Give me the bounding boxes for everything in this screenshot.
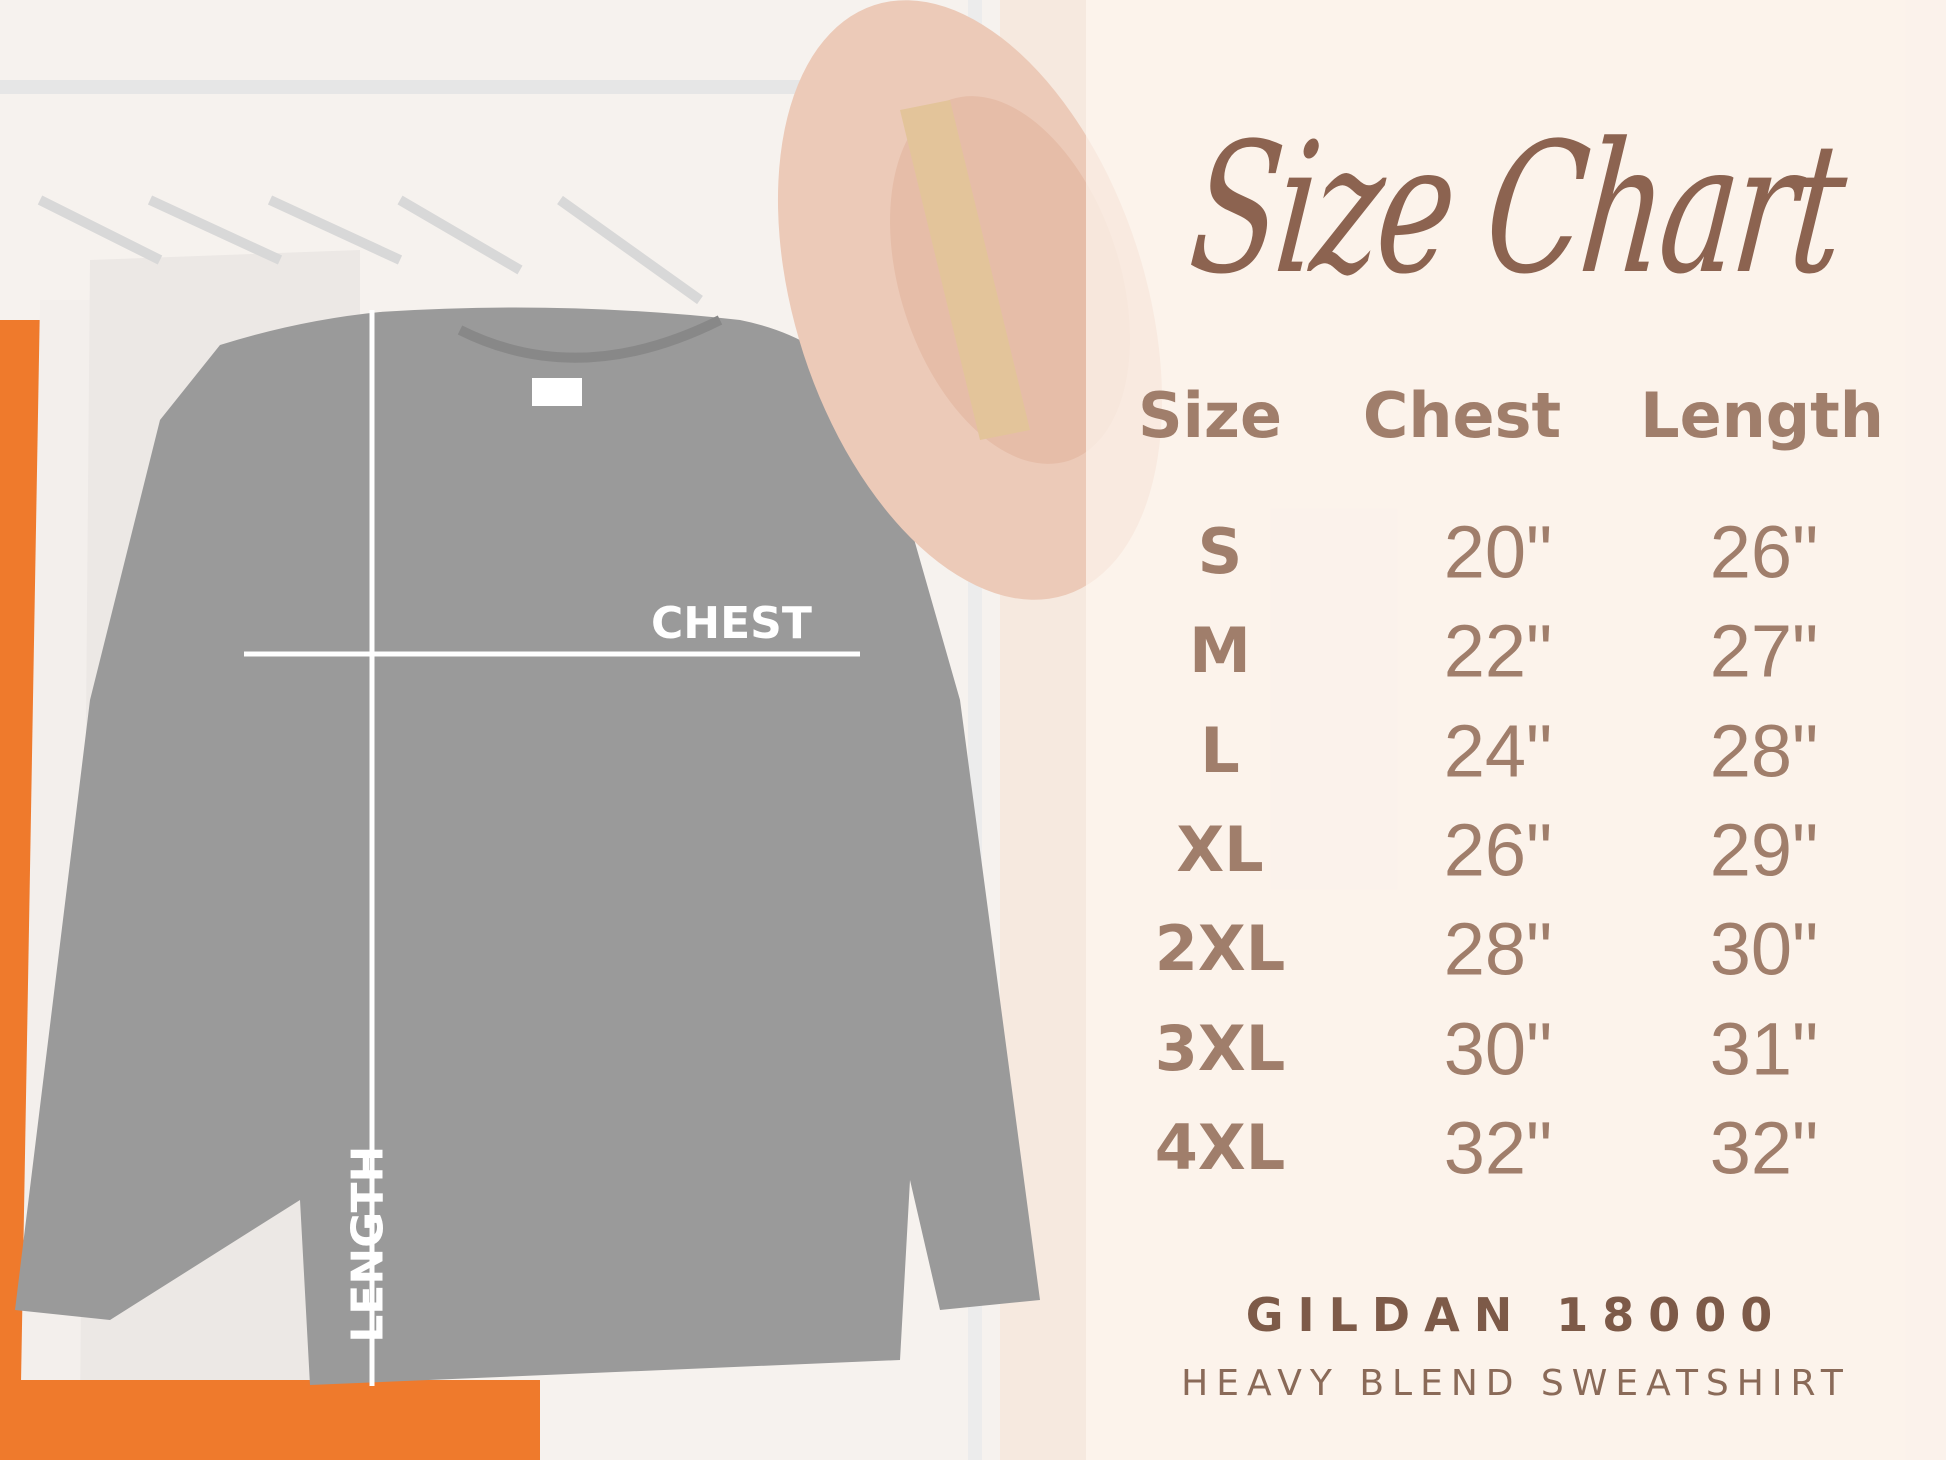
chest-cell: 22" <box>1443 609 1553 693</box>
chest-label: CHEST <box>651 598 812 649</box>
chest-cell: 28" <box>1443 907 1553 991</box>
clothing-rack <box>0 80 1000 94</box>
size-cell: 2XL <box>1154 912 1286 986</box>
length-cell: 30" <box>1709 907 1819 991</box>
gray-sweatshirt <box>15 307 1040 1385</box>
gildan-tag <box>532 378 582 406</box>
hangers <box>37 195 703 305</box>
chest-cell: 32" <box>1443 1106 1553 1190</box>
chest-cell: 30" <box>1443 1006 1553 1090</box>
size-cell: XL <box>1176 812 1264 886</box>
size-cell: L <box>1200 713 1240 787</box>
size-chart-panel <box>1086 0 1946 1460</box>
hat <box>777 0 1163 600</box>
length-cell: 28" <box>1709 708 1819 792</box>
size-cell: 3XL <box>1154 1011 1286 1085</box>
chest-cell: 24" <box>1443 708 1553 792</box>
header-chest: Chest <box>1362 378 1562 452</box>
title-area: Size Chart <box>1086 105 1946 314</box>
length-label: LENGTH <box>342 1145 394 1343</box>
length-cell: 27" <box>1709 609 1819 693</box>
size-cell: M <box>1189 614 1251 688</box>
length-cell: 32" <box>1709 1106 1819 1190</box>
chest-cell: 26" <box>1443 808 1553 892</box>
size-cell: S <box>1197 514 1243 588</box>
header-length: Length <box>1640 378 1884 452</box>
product-description: HEAVY BLEND SWEATSHIRT <box>1181 1363 1851 1404</box>
size-cell: 4XL <box>1154 1110 1286 1184</box>
length-cell: 29" <box>1709 808 1819 892</box>
length-cell: 31" <box>1709 1006 1819 1090</box>
length-cell: 26" <box>1709 510 1819 594</box>
page-title: Size Chart <box>1181 105 1851 314</box>
header-size: Size <box>1137 378 1283 452</box>
product-model: GILDAN 18000 <box>1245 1288 1787 1342</box>
chest-cell: 20" <box>1443 510 1553 594</box>
